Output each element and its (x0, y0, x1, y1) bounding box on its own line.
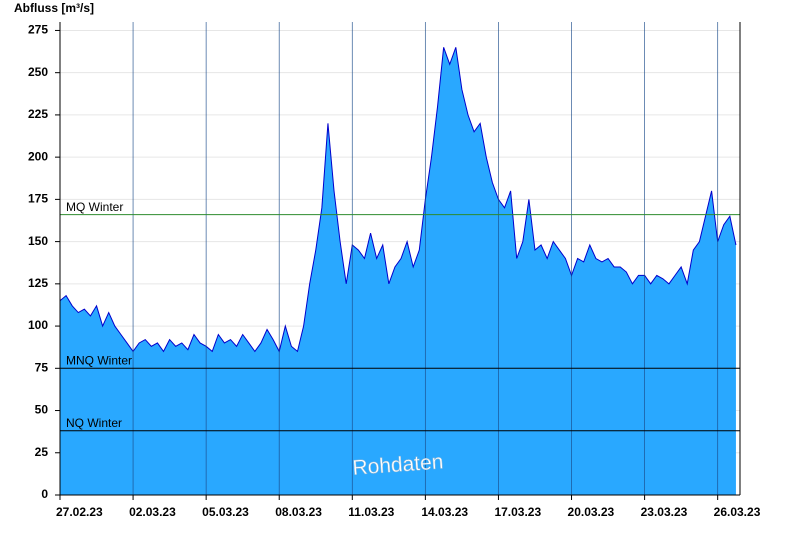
y-tick-label: 0 (41, 487, 48, 501)
y-tick-label: 50 (35, 403, 49, 417)
y-tick-label: 275 (28, 23, 48, 37)
y-tick-label: 200 (28, 149, 48, 163)
reference-label: MQ Winter (66, 200, 123, 214)
area (60, 47, 736, 495)
x-tick-label: 20.03.23 (568, 505, 615, 519)
x-tick-label: 05.03.23 (202, 505, 249, 519)
y-tick-label: 125 (28, 276, 48, 290)
x-tick-label: 08.03.23 (275, 505, 322, 519)
line (59, 47, 737, 353)
y-tick-label: 175 (28, 192, 48, 206)
y-tick-label: 25 (35, 445, 49, 459)
x-tick-label: 23.03.23 (641, 505, 688, 519)
x-tick-label: 26.03.23 (714, 505, 761, 519)
watermark: Rohdaten (352, 450, 444, 479)
y-tick-label: 225 (28, 107, 48, 121)
x-tick-label: 27.02.23 (56, 505, 103, 519)
y-tick-label: 100 (28, 318, 48, 332)
reference-label: MNQ Winter (66, 353, 132, 367)
x-tick-label: 02.03.23 (129, 505, 176, 519)
reference-label: NQ Winter (66, 416, 122, 430)
y-tick-label: 250 (28, 65, 48, 79)
x-tick-label: 17.03.23 (494, 505, 541, 519)
y-axis-label: Abfluss [m³/s] (14, 1, 94, 15)
y-tick-label: 150 (28, 234, 48, 248)
x-tick-label: 11.03.23 (348, 505, 394, 519)
y-tick-label: 75 (35, 360, 49, 374)
x-tick-label: 14.03.23 (421, 505, 468, 519)
